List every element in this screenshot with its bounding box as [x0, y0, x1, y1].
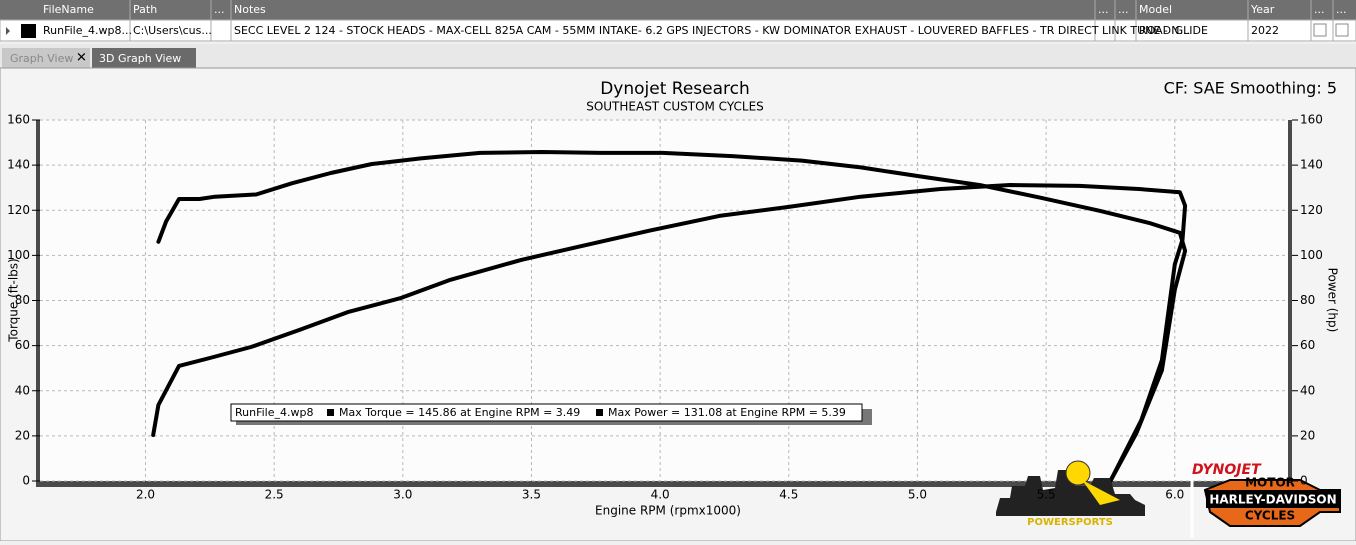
chart-subtitle: SOUTHEAST CUSTOM CYCLES — [586, 100, 764, 114]
logo-hd: DYNOJET MOTOR HARLEY-DAVIDSON CYCLES — [1190, 462, 1341, 538]
y2-tick-label: 140 — [1300, 158, 1323, 172]
x-tick-label: 4.0 — [651, 488, 670, 502]
corner-note: CF: SAE Smoothing: 5 — [1164, 79, 1337, 98]
x-tick-label: 6.0 — [1165, 488, 1184, 502]
tab[interactable] — [92, 48, 196, 68]
y-tick-label: 40 — [15, 383, 30, 397]
x-tick-label: 2.5 — [265, 488, 284, 502]
y2-tick-label: 0 — [1300, 474, 1308, 488]
legend-torque: Max Torque = 145.86 at Engine RPM = 3.49 — [339, 406, 580, 419]
logo-text: DYNOJET — [1192, 462, 1262, 478]
y-tick-label: 160 — [7, 113, 30, 127]
column-header: ... — [1118, 3, 1129, 16]
x-tick-label: 3.5 — [522, 488, 541, 502]
y-tick-label: 0 — [22, 474, 30, 488]
y2-tick-label: 120 — [1300, 203, 1323, 217]
y2-tick-label: 160 — [1300, 113, 1323, 127]
banner — [1206, 490, 1340, 508]
grid-row-bg — [0, 19, 1356, 42]
chart-title: Dynojet Research — [600, 79, 750, 99]
column-header: ... — [214, 3, 225, 16]
x-tick-label: 5.0 — [908, 488, 927, 502]
cell: C:\Users\cus... — [133, 24, 212, 37]
tab-label[interactable]: 3D Graph View — [99, 52, 181, 65]
column-header: Notes — [234, 3, 266, 16]
legend: RunFile_4.wp8 Max Torque = 145.86 at Eng… — [230, 403, 872, 425]
tab-label[interactable]: Graph View — [10, 52, 73, 65]
y-tick-label: 120 — [7, 203, 30, 217]
logo-text: POWERSPORTS — [1027, 517, 1113, 528]
y-tick-label: 20 — [15, 428, 30, 442]
logo-text: HARLEY-DAVIDSON — [1209, 493, 1336, 507]
row-indicator — [6, 27, 10, 35]
tab[interactable] — [2, 48, 90, 68]
tab-strip — [0, 44, 1356, 68]
legend-marker — [596, 409, 603, 416]
plot — [40, 119, 1288, 483]
y2-tick-label: 80 — [1300, 293, 1315, 307]
cell: 2022 — [1251, 24, 1279, 37]
checkbox[interactable] — [1335, 23, 1349, 37]
logo-gotham: POWERSPORTS — [996, 460, 1145, 528]
legend-file: RunFile_4.wp8 — [235, 406, 313, 419]
gotham-badge — [1065, 460, 1091, 486]
cell: SECC LEVEL 2 124 - STOCK HEADS - MAX-CEL… — [234, 24, 1190, 37]
x-tick-label: 5.5 — [1037, 488, 1056, 502]
logo-text: MOTOR — [1245, 476, 1295, 490]
column-header: Path — [133, 3, 157, 16]
x-tick-label: 2.0 — [136, 488, 155, 502]
y2-tick-label: 60 — [1300, 338, 1315, 352]
logo-text: CYCLES — [1245, 509, 1295, 523]
tab-close[interactable]: ✕ — [76, 51, 87, 66]
cell: ROAD GLIDE — [1139, 24, 1208, 37]
y-tick-label: 80 — [15, 293, 30, 307]
column-header: Model — [1139, 3, 1172, 16]
column-header: ... — [1336, 3, 1347, 16]
y-axis-bar — [36, 120, 40, 487]
skyline — [996, 470, 1145, 516]
grid-header-bg — [0, 0, 1356, 20]
beam — [1082, 480, 1120, 505]
column-header: Year — [1250, 3, 1275, 16]
y2-tick-label: 20 — [1300, 428, 1315, 442]
y-axis-label: Torque (ft-lbs) — [7, 258, 21, 342]
y-tick-label: 100 — [7, 248, 30, 262]
y2-tick-label: 100 — [1300, 248, 1323, 262]
column-header: ... — [1314, 3, 1325, 16]
x-tick-label: 4.5 — [779, 488, 798, 502]
column-header: ... — [1098, 3, 1109, 16]
x-axis-label: Engine RPM (rpmx1000) — [595, 504, 741, 518]
y2-axis-label: Power (hp) — [1326, 268, 1340, 333]
x-axis-bar — [40, 481, 1288, 487]
y2-tick-label: 40 — [1300, 383, 1315, 397]
color-swatch — [21, 24, 36, 38]
series-line — [151, 183, 1188, 483]
legend-box — [230, 403, 863, 422]
cell: RunFile_4.wp8... — [43, 24, 132, 37]
y-tick-label: 60 — [15, 338, 30, 352]
x-tick-label: 3.0 — [393, 488, 412, 502]
y-tick-label: 140 — [7, 158, 30, 172]
column-header: FileName — [43, 3, 94, 16]
y2-axis-bar — [1288, 120, 1292, 487]
legend-marker — [327, 409, 334, 416]
checkbox[interactable] — [1313, 23, 1327, 37]
legend-power: Max Power = 131.08 at Engine RPM = 5.39 — [608, 406, 846, 419]
